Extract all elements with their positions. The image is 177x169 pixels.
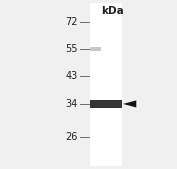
Bar [90,3,122,166]
Text: 34: 34 [66,99,78,109]
Text: 26: 26 [65,132,78,142]
Text: 55: 55 [65,44,78,54]
Text: 43: 43 [66,71,78,81]
Text: kDa: kDa [101,6,124,16]
Bar [90,100,122,108]
Polygon shape [123,100,136,107]
Text: 72: 72 [65,17,78,27]
Bar [90,47,101,51]
